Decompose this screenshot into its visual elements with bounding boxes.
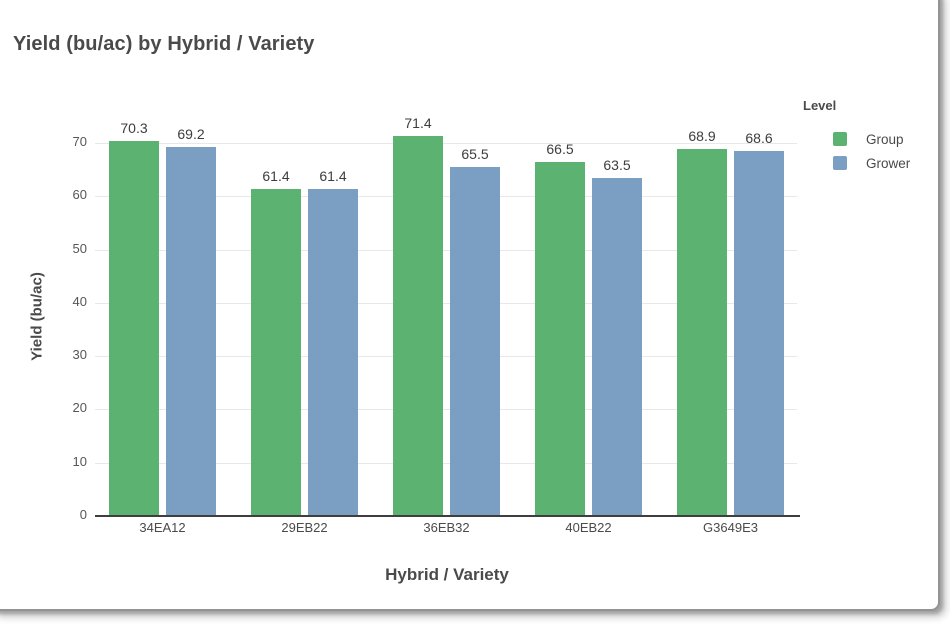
y-tick-label: 30 — [72, 347, 87, 362]
bar-grower-34EA12[interactable] — [166, 147, 216, 516]
bar-value-label: 68.6 — [745, 129, 773, 146]
bar-value-label: 69.2 — [177, 126, 205, 143]
bar-group-40EB22[interactable] — [535, 161, 585, 516]
bar-grower-29EB22[interactable] — [308, 188, 358, 516]
legend-item-label: Grower — [866, 155, 911, 171]
bar-value-label: 66.5 — [546, 140, 574, 157]
bar-group-G3649E3[interactable] — [677, 148, 727, 516]
y-tick-label: 40 — [72, 294, 87, 309]
bar-group-29EB22[interactable] — [251, 188, 301, 516]
bar-value-label: 70.3 — [120, 120, 148, 137]
legend-item-label: Group — [866, 131, 904, 147]
x-tick-label: 29EB22 — [281, 520, 328, 535]
gridline — [95, 303, 797, 304]
bar-grower-40EB22[interactable] — [592, 177, 642, 516]
bar-grower-36EB32[interactable] — [450, 167, 500, 516]
page-title: Yield (bu/ac) by Hybrid / Variety — [13, 33, 315, 55]
grower-swatch-icon — [833, 156, 847, 170]
gridline — [95, 196, 797, 197]
legend-item-grower[interactable]: Grower — [803, 151, 923, 175]
gridline — [95, 463, 797, 464]
y-tick-label: 60 — [72, 187, 87, 202]
bar-value-label: 63.5 — [603, 156, 631, 173]
gridline — [95, 250, 797, 251]
x-axis-title: Hybrid / Variety — [385, 565, 509, 584]
legend: Level Group Grower — [803, 98, 923, 175]
x-tick-label: G3649E3 — [703, 520, 758, 535]
bar-grower-G3649E3[interactable] — [734, 150, 784, 516]
y-tick-label: 70 — [72, 134, 87, 149]
y-tick-label: 0 — [79, 507, 87, 522]
y-tick-label: 20 — [72, 400, 87, 415]
group-swatch-icon — [833, 132, 847, 146]
legend-title: Level — [803, 98, 837, 113]
legend-item-group[interactable]: Group — [803, 127, 923, 151]
bar-value-label: 71.4 — [404, 114, 432, 131]
y-tick-label: 10 — [72, 454, 87, 469]
x-tick-label: 36EB32 — [423, 520, 470, 535]
gridline — [95, 356, 797, 357]
bar-group-36EB32[interactable] — [393, 135, 443, 516]
bar-value-label: 61.4 — [262, 167, 290, 184]
gridline — [95, 409, 797, 410]
gridline — [95, 143, 797, 144]
x-tick-label: 34EA12 — [139, 520, 186, 535]
bar-value-label: 68.9 — [688, 127, 716, 144]
x-axis-line — [95, 515, 800, 517]
bar-group-34EA12[interactable] — [109, 141, 159, 516]
bar-value-label: 65.5 — [461, 146, 489, 162]
x-tick-label: 40EB22 — [565, 520, 612, 535]
y-tick-label: 50 — [72, 241, 87, 256]
bar-value-label: 61.4 — [319, 167, 347, 184]
